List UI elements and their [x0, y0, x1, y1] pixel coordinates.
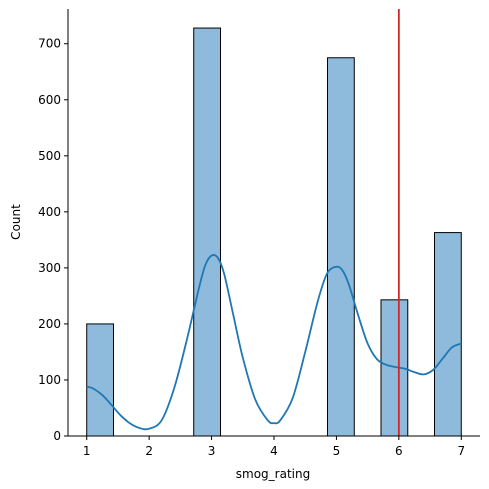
x-tick-label: 7	[457, 444, 465, 458]
y-ticks: 0 100 200 300 400 500 600 700	[38, 37, 68, 443]
y-tick-label: 600	[38, 93, 61, 107]
histogram-bar-3	[326, 57, 355, 437]
axes	[67, 9, 480, 437]
x-tick-label: 3	[208, 444, 216, 458]
histogram-bar-2	[193, 27, 222, 437]
y-tick-label: 400	[38, 205, 61, 219]
y-tick-label: 700	[38, 37, 61, 51]
y-tick-label: 500	[38, 149, 61, 163]
x-axis-label: smog_rating	[236, 467, 310, 481]
x-ticks: 1 2 3 4 5 6 7	[83, 436, 465, 458]
y-tick-label: 100	[38, 373, 61, 387]
x-tick-label: 2	[145, 444, 153, 458]
histogram-bars	[86, 27, 462, 437]
y-tick-label: 0	[53, 429, 61, 443]
histogram-bar-1	[86, 323, 115, 437]
x-tick-label: 1	[83, 444, 91, 458]
x-tick-label: 6	[395, 444, 403, 458]
x-tick-label: 5	[333, 444, 341, 458]
y-tick-label: 200	[38, 317, 61, 331]
x-tick-label: 4	[270, 444, 278, 458]
y-axis-label: Count	[9, 204, 23, 240]
y-tick-label: 300	[38, 261, 61, 275]
histogram-bar-5	[433, 232, 462, 437]
